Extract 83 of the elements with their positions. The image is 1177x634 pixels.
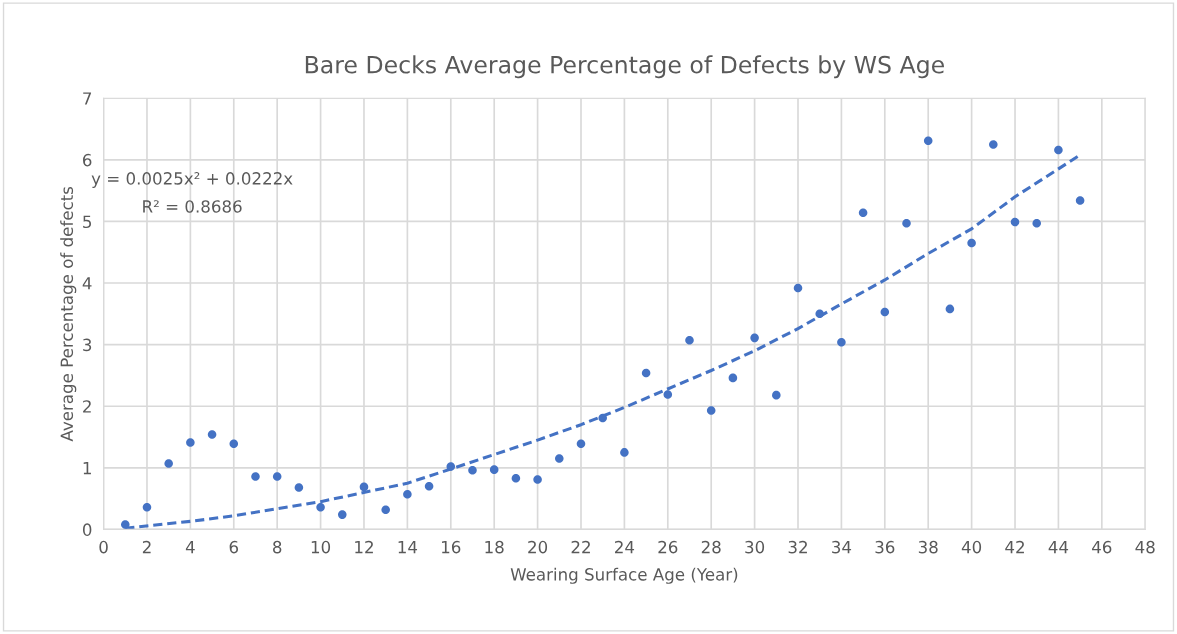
x-tick-label: 30 [745,540,765,554]
x-tick-label: 34 [832,540,852,554]
point [685,336,694,345]
point [923,136,933,146]
point [858,208,868,218]
point [533,475,542,484]
x-tick-label: 46 [1092,540,1112,554]
point [989,140,998,149]
point [316,502,325,512]
point [902,219,911,228]
point [880,307,890,317]
x-tick-label: 48 [1135,540,1155,554]
point [620,448,629,457]
point [837,337,846,347]
point [1054,145,1063,155]
point [359,482,369,492]
point [663,390,673,399]
y-tick-label: 7 [83,92,92,105]
point [272,472,282,481]
point [142,502,152,512]
x-tick-label: 8 [273,540,282,554]
point [1075,196,1085,205]
y-tick-label: 5 [83,215,92,229]
x-tick-label: 40 [961,540,982,554]
point [338,510,347,519]
annotation: R² = 0.8686 [143,200,242,213]
point [229,439,239,449]
point [121,520,130,529]
y-tick-label: 0 [82,523,92,536]
point [468,465,477,475]
point [772,390,781,400]
y-tick-label: 6 [83,153,92,167]
point [555,454,564,463]
point [1032,219,1041,228]
y-tick-label: 2 [83,400,91,413]
point [164,459,173,468]
x-tick-label: 0 [99,540,108,554]
point [1010,217,1020,227]
x-tick-label: 24 [615,540,635,554]
point [186,438,195,447]
x-tick-label: 28 [701,540,721,554]
y-axis-title: Average Percentage of defects [60,186,77,442]
x-tick-label: 2 [142,540,151,554]
x-tick-label: 36 [875,540,895,554]
x-tick-label: 26 [658,540,678,554]
point [424,482,434,491]
x-tick-label: 20 [528,540,548,554]
x-tick-label: 44 [1048,541,1069,554]
x-tick-label: 18 [485,540,504,554]
point [294,483,304,492]
point [793,283,803,293]
point [967,238,976,248]
point [381,505,390,514]
x-tick-label: 16 [442,540,461,554]
x-tick-label: 22 [571,540,590,554]
point [641,368,651,378]
point [446,462,456,471]
point [489,465,499,474]
point [815,309,824,319]
point [598,413,607,423]
point [251,472,260,481]
y-tick-label: 1 [83,461,91,475]
x-tick-label: 10 [311,540,331,554]
point [750,333,759,343]
x-tick-label: 6 [229,540,239,554]
point [945,304,955,314]
point [706,406,716,415]
y-tick-label: 4 [82,277,92,290]
x-axis-title: Wearing Surface Age (Year) [510,567,738,584]
x-tick-label: 4 [185,541,195,554]
point [728,373,738,383]
point [511,473,521,483]
chart-title: Bare Decks Average Percentage of Defects by WS Age [305,55,944,79]
point [207,430,217,439]
y-tick-label: 3 [83,338,92,352]
point [403,490,412,499]
x-tick-label: 14 [398,541,418,554]
x-tick-label: 42 [1005,540,1024,554]
annotation: y = 0.0025x² + 0.0222x [91,172,293,188]
point [576,439,586,449]
x-tick-label: 12 [355,540,373,554]
x-tick-label: 32 [788,540,807,554]
x-tick-label: 38 [918,540,938,554]
